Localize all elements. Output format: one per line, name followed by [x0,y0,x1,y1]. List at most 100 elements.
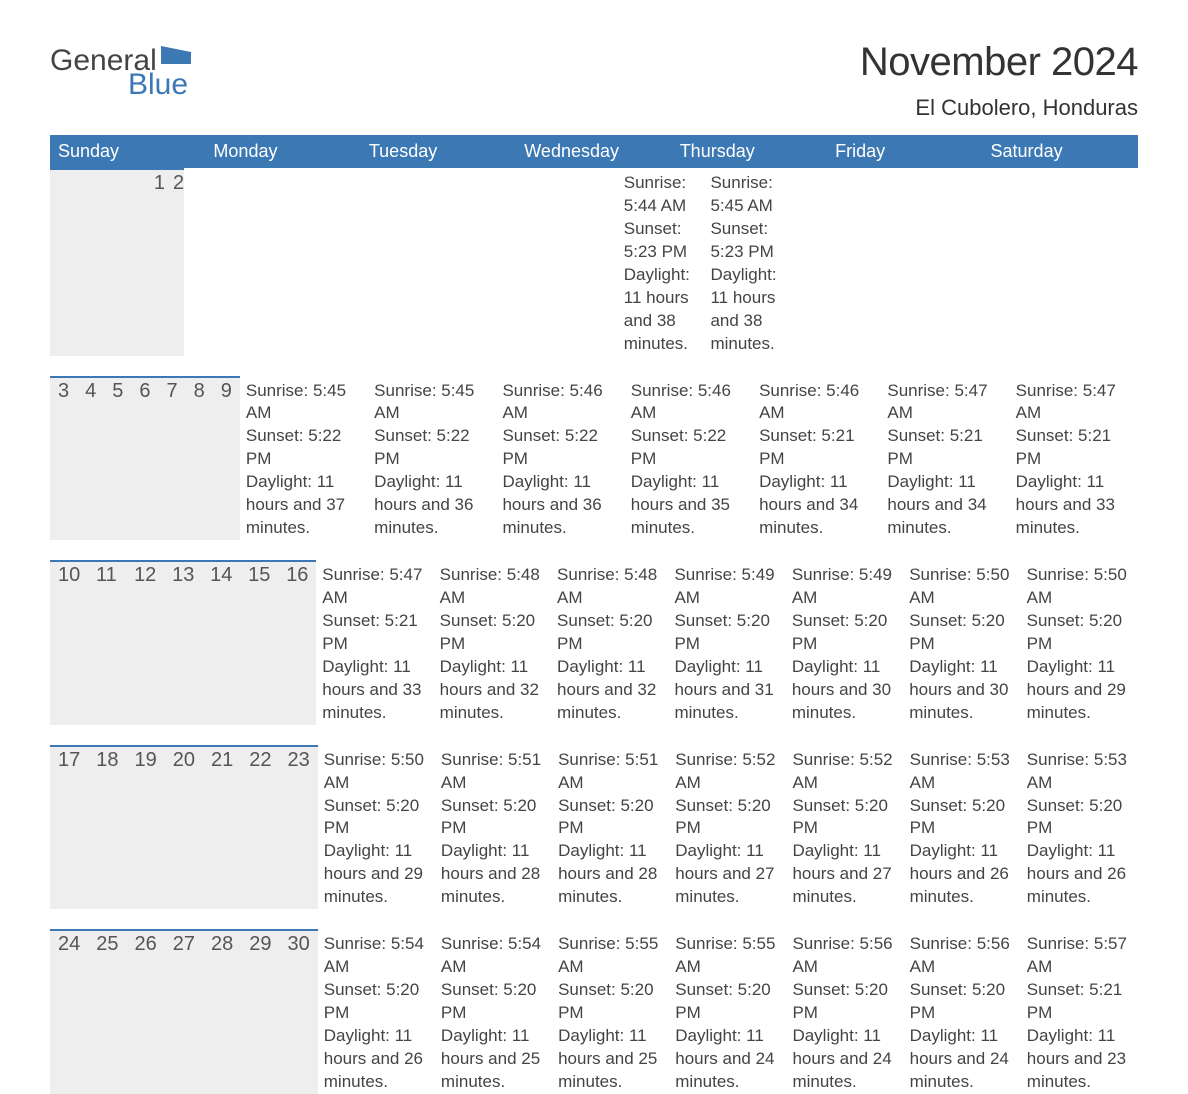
day-number: 13 [164,562,202,725]
sunrise-text: Sunrise: 5:51 AM [558,749,663,795]
day-details: Sunrise: 5:47 AMSunset: 5:21 PMDaylight:… [1010,376,1138,541]
calendar-week: 3456789Sunrise: 5:45 AMSunset: 5:22 PMDa… [50,376,1138,541]
calendar: SundayMondayTuesdayWednesdayThursdayFrid… [50,135,1138,1094]
daylight-text: Daylight: 11 hours and 27 minutes. [792,840,897,909]
day-header: Friday [827,135,982,168]
sunrise-text: Sunrise: 5:46 AM [631,380,747,426]
sunrise-text: Sunrise: 5:45 AM [710,172,785,218]
sunrise-text: Sunrise: 5:46 AM [759,380,875,426]
sunset-text: Sunset: 5:21 PM [1016,425,1132,471]
sunrise-text: Sunrise: 5:49 AM [674,564,779,610]
sunset-text: Sunset: 5:20 PM [792,795,897,841]
sunset-text: Sunset: 5:20 PM [792,979,897,1025]
day-header: Wednesday [516,135,671,168]
day-details: Sunrise: 5:56 AMSunset: 5:20 PMDaylight:… [786,929,903,1094]
sunset-text: Sunset: 5:21 PM [887,425,1003,471]
day-number [69,170,88,356]
daylight-text: Daylight: 11 hours and 24 minutes. [675,1025,780,1094]
day-number: 29 [241,931,279,1094]
day-details: Sunrise: 5:46 AMSunset: 5:21 PMDaylight:… [753,376,881,541]
daylight-text: Daylight: 11 hours and 38 minutes. [710,264,785,356]
day-details-row: Sunrise: 5:44 AMSunset: 5:23 PMDaylight:… [184,168,791,356]
logo: General Blue [50,40,191,100]
day-details: Sunrise: 5:51 AMSunset: 5:20 PMDaylight:… [552,745,669,910]
day-number: 11 [88,562,126,725]
day-details-row: Sunrise: 5:50 AMSunset: 5:20 PMDaylight:… [318,745,1138,910]
sunrise-text: Sunrise: 5:47 AM [887,380,1003,426]
sunset-text: Sunset: 5:20 PM [558,979,663,1025]
daylight-text: Daylight: 11 hours and 36 minutes. [502,471,618,540]
daylight-text: Daylight: 11 hours and 33 minutes. [1016,471,1132,540]
day-header: Monday [205,135,360,168]
sunrise-text: Sunrise: 5:56 AM [910,933,1015,979]
sunset-text: Sunset: 5:20 PM [909,610,1014,656]
sunset-text: Sunset: 5:22 PM [502,425,618,471]
sunset-text: Sunset: 5:20 PM [910,979,1015,1025]
daylight-text: Daylight: 11 hours and 25 minutes. [441,1025,546,1094]
day-header: Thursday [672,135,827,168]
sunset-text: Sunset: 5:22 PM [631,425,747,471]
sunrise-text: Sunrise: 5:56 AM [792,933,897,979]
day-details: Sunrise: 5:50 AMSunset: 5:20 PMDaylight:… [903,560,1020,725]
calendar-week: 12Sunrise: 5:44 AMSunset: 5:23 PMDayligh… [50,168,1138,356]
day-details [444,168,531,356]
day-details [531,168,618,356]
day-details: Sunrise: 5:47 AMSunset: 5:21 PMDaylight:… [881,376,1009,541]
sunrise-text: Sunrise: 5:48 AM [440,564,545,610]
day-number: 10 [50,562,88,725]
sunset-text: Sunset: 5:20 PM [675,979,780,1025]
sunset-text: Sunset: 5:22 PM [374,425,490,471]
day-number: 19 [127,747,165,910]
daylight-text: Daylight: 11 hours and 34 minutes. [759,471,875,540]
day-number: 27 [165,931,203,1094]
day-header: Saturday [983,135,1138,168]
daylight-text: Daylight: 11 hours and 28 minutes. [441,840,546,909]
sunrise-text: Sunrise: 5:49 AM [792,564,897,610]
daylight-text: Daylight: 11 hours and 34 minutes. [887,471,1003,540]
day-details: Sunrise: 5:53 AMSunset: 5:20 PMDaylight:… [904,745,1021,910]
daylight-text: Daylight: 11 hours and 29 minutes. [1027,656,1132,725]
day-number: 18 [88,747,126,910]
day-header: Sunday [50,135,205,168]
daylight-text: Daylight: 11 hours and 26 minutes. [324,1025,429,1094]
sunset-text: Sunset: 5:20 PM [674,610,779,656]
sunrise-text: Sunrise: 5:52 AM [792,749,897,795]
daylight-text: Daylight: 11 hours and 33 minutes. [322,656,427,725]
sunrise-text: Sunrise: 5:45 AM [246,380,362,426]
daylight-text: Daylight: 11 hours and 28 minutes. [558,840,663,909]
day-number: 28 [203,931,241,1094]
daylight-text: Daylight: 11 hours and 30 minutes. [792,656,897,725]
day-details-row: Sunrise: 5:47 AMSunset: 5:21 PMDaylight:… [316,560,1138,725]
month-title: November 2024 [860,40,1138,85]
day-details: Sunrise: 5:45 AMSunset: 5:22 PMDaylight:… [240,376,368,541]
day-number: 6 [131,378,158,541]
sunrise-text: Sunrise: 5:57 AM [1027,933,1132,979]
day-details: Sunrise: 5:48 AMSunset: 5:20 PMDaylight:… [551,560,668,725]
day-number: 8 [186,378,213,541]
daylight-text: Daylight: 11 hours and 29 minutes. [324,840,429,909]
day-number [108,170,127,356]
logo-text-blue: Blue [128,70,191,100]
daylight-text: Daylight: 11 hours and 35 minutes. [631,471,747,540]
calendar-week: 17181920212223Sunrise: 5:50 AMSunset: 5:… [50,745,1138,910]
daylight-text: Daylight: 11 hours and 25 minutes. [558,1025,663,1094]
weeks-container: 12Sunrise: 5:44 AMSunset: 5:23 PMDayligh… [50,168,1138,1094]
sunrise-text: Sunrise: 5:47 AM [322,564,427,610]
sunset-text: Sunset: 5:20 PM [440,610,545,656]
day-details [358,168,445,356]
day-number [88,170,107,356]
day-number [127,170,146,356]
day-details: Sunrise: 5:54 AMSunset: 5:20 PMDaylight:… [318,929,435,1094]
sunrise-text: Sunrise: 5:54 AM [441,933,546,979]
location-text: El Cubolero, Honduras [860,95,1138,121]
day-number: 26 [127,931,165,1094]
daylight-text: Daylight: 11 hours and 26 minutes. [910,840,1015,909]
page-header: General Blue November 2024 El Cubolero, … [50,40,1138,121]
sunrise-text: Sunrise: 5:50 AM [909,564,1014,610]
day-details: Sunrise: 5:51 AMSunset: 5:20 PMDaylight:… [435,745,552,910]
daylight-text: Daylight: 11 hours and 37 minutes. [246,471,362,540]
sunset-text: Sunset: 5:20 PM [441,795,546,841]
sunset-text: Sunset: 5:21 PM [1027,979,1132,1025]
sunrise-text: Sunrise: 5:55 AM [675,933,780,979]
sunrise-text: Sunrise: 5:46 AM [502,380,618,426]
